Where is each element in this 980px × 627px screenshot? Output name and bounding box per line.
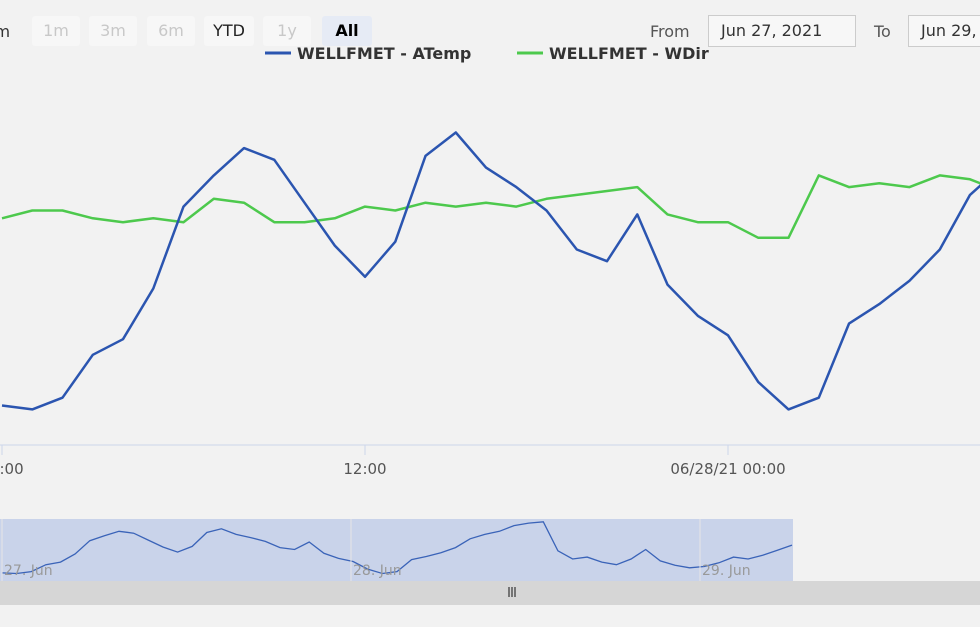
range-button-3m[interactable]: 3m [89, 16, 137, 46]
range-button-1m[interactable]: 1m [32, 16, 80, 46]
navigator-tick-label: 27. Jun [4, 563, 53, 579]
from-label: From [650, 22, 690, 41]
series-line-atemp [1, 131, 980, 411]
x-tick-label: 00:00 [0, 460, 24, 478]
legend-item-atemp[interactable]: WELLFMET - ATemp [265, 44, 471, 63]
x-tick-label: 06/28/21 00:00 [670, 460, 785, 478]
x-tick-label: 12:00 [343, 460, 386, 478]
navigator-tick-label: 28. Jun [353, 563, 402, 579]
scrollbar-grip-icon[interactable] [508, 587, 516, 597]
navigator-tick-label: 29. Jun [702, 563, 751, 579]
navigator: 27. Jun 28. Jun 29. Jun [1, 519, 793, 581]
zoom-label: Zoom [0, 22, 11, 41]
to-date-input[interactable]: Jun 29, 2021 [908, 15, 980, 47]
range-button-ytd[interactable]: YTD [204, 16, 254, 46]
range-button-all[interactable]: All [322, 16, 372, 46]
scrollbar-track[interactable] [0, 581, 980, 605]
range-button-6m[interactable]: 6m [147, 16, 195, 46]
legend-label-atemp: WELLFMET - ATemp [297, 44, 471, 63]
legend-label-wdir: WELLFMET - WDir [549, 44, 709, 63]
from-date-input[interactable]: Jun 27, 2021 [708, 15, 856, 47]
navigator-selected-range[interactable] [0, 519, 793, 581]
legend-item-wdir[interactable]: WELLFMET - WDir [517, 44, 709, 63]
navigator-series-line [1, 521, 793, 575]
plot-area [1, 131, 980, 411]
legend[interactable]: WELLFMET - ATemp WELLFMET - WDir [265, 44, 709, 63]
to-label: To [874, 22, 891, 41]
series-line-wdir [1, 174, 980, 240]
range-button-1y[interactable]: 1y [263, 16, 311, 46]
